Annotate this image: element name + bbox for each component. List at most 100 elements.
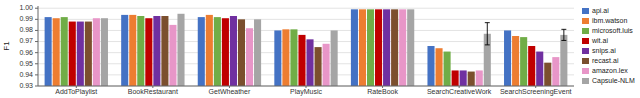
y-tick-label: 0.98 [19,26,33,33]
legend-label: microsoft.luis [592,27,633,34]
series [93,9,560,86]
bar [206,15,213,86]
y-tick-label: 0.97 [19,37,33,44]
grid [38,8,574,86]
bar [246,28,253,86]
series [45,9,512,86]
legend-swatch [582,78,589,84]
grid-line [38,52,574,53]
error-bar [485,23,490,45]
bar [460,70,467,86]
bar [552,57,559,86]
grid-line [38,30,574,31]
y-ticks: 0.930.940.950.960.970.980.991.00 [19,4,38,89]
bar [351,9,358,86]
bar [85,22,92,86]
bar [436,48,443,86]
y-tick-label: 0.96 [19,49,33,56]
bar [512,36,519,86]
bar [520,37,527,86]
legend-label: recast.ai [592,57,619,64]
x-tick-label: GetWheather [209,88,251,95]
y-axis-line [38,6,39,86]
series [77,9,544,86]
bar [452,70,459,86]
bar [468,72,475,86]
bar [230,16,237,86]
bar [444,52,451,86]
bar [331,30,338,86]
grid-line [38,63,574,64]
bar [222,18,229,86]
legend-swatch [582,48,589,54]
bar [560,35,567,86]
y-tick-label: 1.00 [19,4,33,11]
legend-swatch [582,68,589,74]
grid-line [38,74,574,75]
y-tick-label: 0.99 [19,15,33,22]
bars [45,9,568,86]
grid-line [38,19,574,20]
bar [129,15,136,86]
bar [290,29,297,86]
bar [306,39,313,86]
bar [528,46,535,86]
bar [504,30,511,86]
legend-label: Capsule-NLM [592,77,635,85]
x-tick-label: PlayMusic [290,88,322,96]
legend-label: wit.ai [591,37,608,44]
bar [298,35,305,86]
bar [214,17,221,86]
bar [427,46,434,86]
bar [536,52,543,86]
grid-line [38,41,574,42]
legend-label: amazon.lex [592,67,628,74]
bar [169,25,176,86]
y-tick-label: 0.94 [19,71,33,78]
error-bar [561,29,566,40]
legend-swatch [582,8,589,14]
bar [45,17,52,86]
grid-line [38,8,574,9]
bar [177,14,184,86]
y-axis-label: F1 [2,41,11,51]
bar [476,70,483,86]
x-tick-label: BookRestaurant [128,88,178,95]
legend-swatch [582,28,589,34]
bar [383,9,390,86]
bar [53,18,60,86]
bar [121,15,128,86]
bar [274,30,281,86]
y-tick-label: 0.93 [19,82,33,89]
bar [323,44,330,86]
x-tick-label: RateBook [367,88,398,95]
series [53,9,520,86]
bar [137,16,144,86]
bar [375,9,382,86]
bar [315,47,322,86]
bar [399,9,406,86]
legend-swatch [582,58,589,64]
bar [161,16,168,86]
bar [367,9,374,86]
chart: 0.930.940.950.960.970.980.991.00F1AddToP… [0,0,640,98]
bar [254,19,261,86]
series [61,9,528,86]
legend-label: api.ai [592,7,609,15]
bar [69,22,76,86]
x-tick-label: AddToPlaylist [55,88,97,96]
bar [145,18,152,86]
x-tick-label: SearchScreeningEvent [500,88,572,96]
bar [238,19,245,86]
bar [153,16,160,86]
bar [391,9,398,86]
x-tick-label: SearchCreativeWork [427,88,492,95]
bar [359,9,366,86]
series [85,9,552,86]
legend-swatch [582,38,589,44]
bar [282,29,289,86]
bar [198,17,205,86]
bar [544,63,551,86]
bar [61,17,68,86]
series [69,9,536,86]
